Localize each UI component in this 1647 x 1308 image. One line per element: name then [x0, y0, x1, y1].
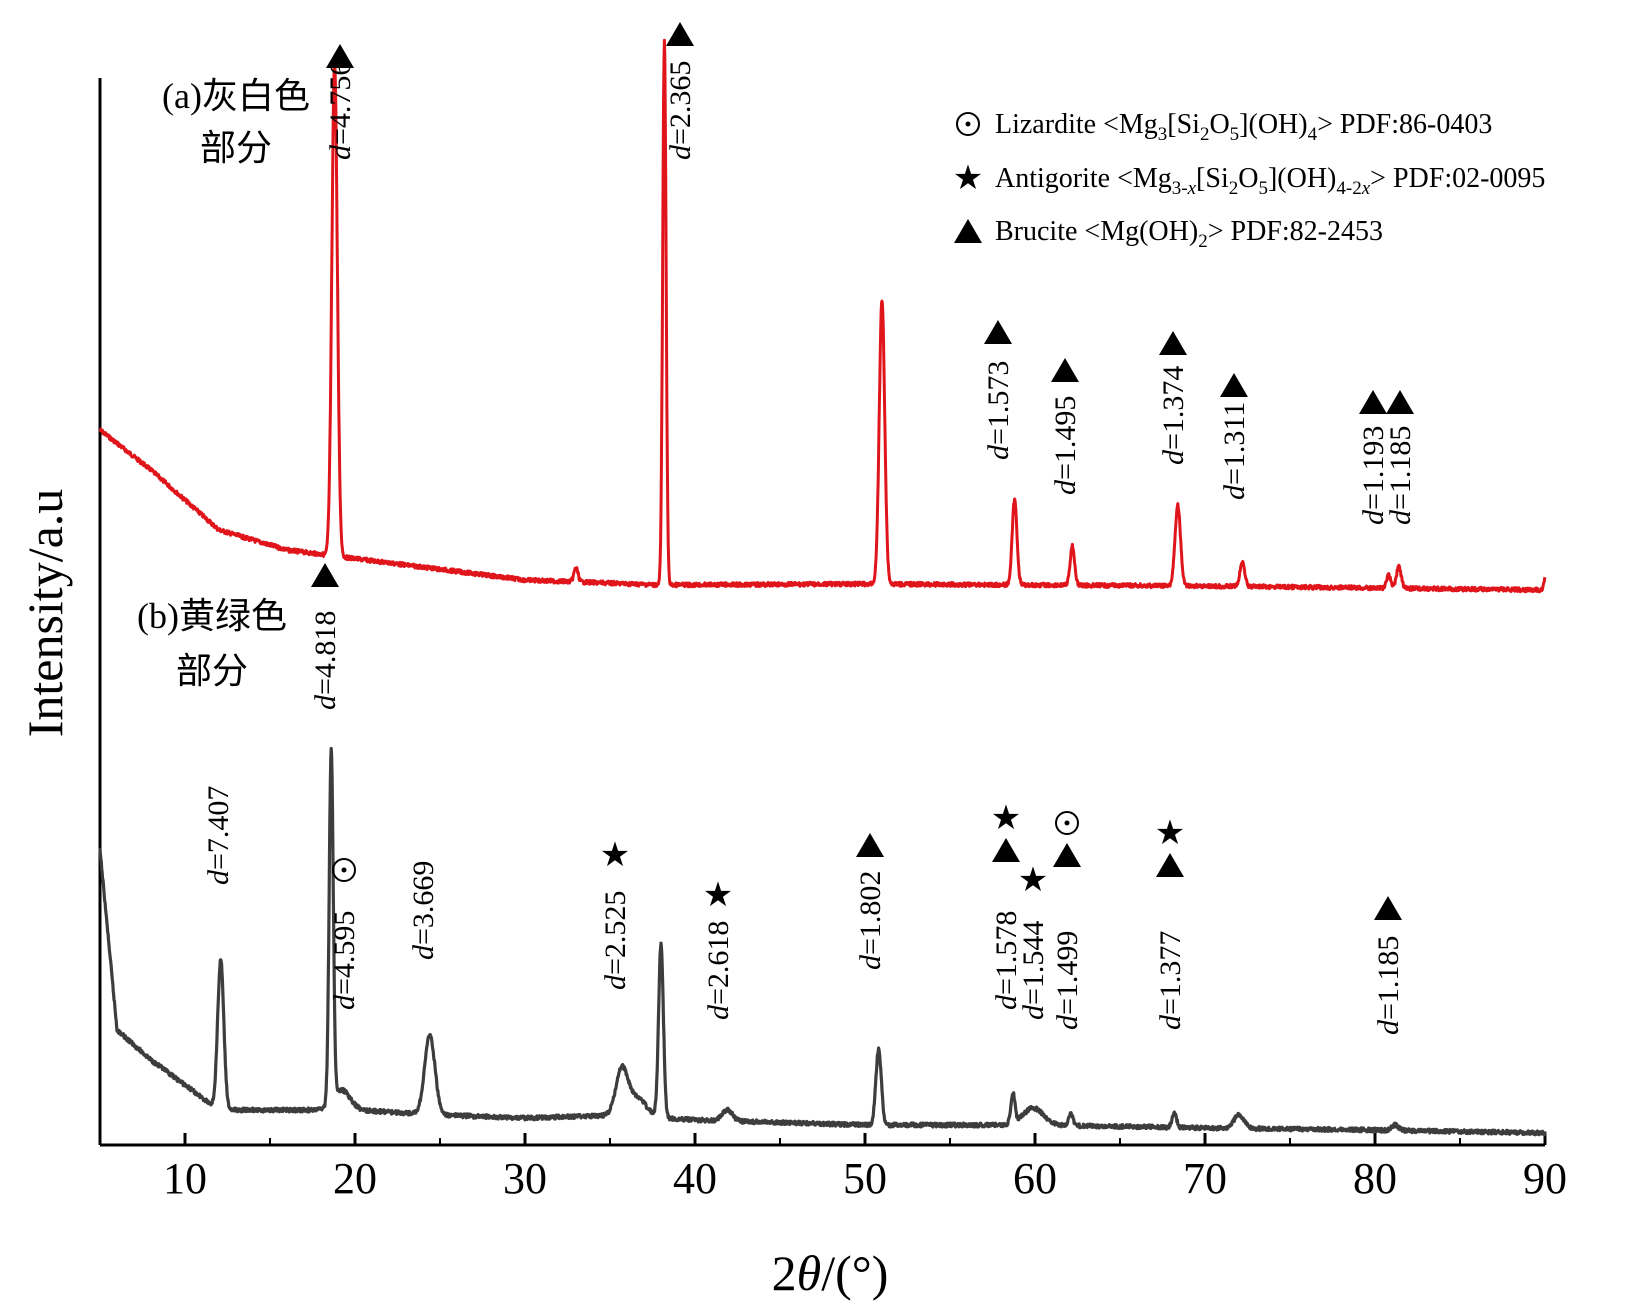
peak-annotation: d=1.578 ★	[990, 800, 1023, 1010]
peak-annotation: d=2.525 ★	[599, 837, 632, 990]
d-spacing-label: d=4.818	[309, 611, 342, 710]
peak-annotation: d=1.377 ★	[1154, 815, 1187, 1030]
lizardite-circle-icon	[332, 858, 356, 882]
y-axis-title: Intensity/a.u	[17, 489, 73, 738]
peak-annotation: d=1.544 ★	[1017, 862, 1050, 1020]
d-spacing-label: d=1.311	[1218, 402, 1251, 500]
d-spacing-label: d=2.365	[664, 61, 697, 160]
d-spacing-label: d=1.185	[1372, 936, 1405, 1035]
legend: Lizardite <Mg3[Si2O5](OH)4> PDF:86-0403 ★…	[953, 109, 1546, 252]
d-spacing-label: d=1.374	[1157, 366, 1190, 465]
d-spacing-label: d=1.193	[1357, 426, 1390, 525]
lizardite-dot-icon	[965, 121, 971, 127]
legend-label: Antigorite <Mg3-x[Si2O5](OH)4-2x> PDF:02…	[995, 163, 1545, 199]
peak-annotation: d=1.193	[1357, 390, 1390, 525]
antigorite-star-icon: ★	[600, 837, 630, 874]
antigorite-star-icon: ★	[953, 160, 983, 197]
peak-annotation: d=4.818	[309, 563, 342, 710]
brucite-triangle-icon	[1051, 358, 1079, 382]
legend-label: Brucite <Mg(OH)2> PDF:82-2453	[995, 216, 1383, 252]
brucite-triangle-icon	[1386, 390, 1414, 414]
peak-annotation: d=1.374	[1157, 331, 1190, 465]
antigorite-star-icon: ★	[703, 877, 733, 914]
peak-annotation: d=1.311	[1218, 373, 1251, 500]
brucite-triangle-icon	[1220, 373, 1248, 397]
x-tick-label: 80	[1353, 1154, 1397, 1203]
sample-label-b: (b)黄绿色	[137, 596, 287, 636]
d-spacing-label: d=1.802	[854, 871, 887, 970]
brucite-triangle-icon	[992, 838, 1020, 862]
d-spacing-label: d=1.185	[1384, 426, 1417, 525]
lizardite-circle-icon	[1055, 811, 1079, 835]
legend-entry: Brucite <Mg(OH)2> PDF:82-2453	[954, 216, 1383, 252]
lizardite-dot-icon	[341, 867, 347, 873]
d-spacing-label: d=1.495	[1049, 396, 1082, 495]
peak-annotation: d=4.756	[324, 44, 357, 160]
d-spacing-label: d=4.595	[328, 911, 361, 1010]
x-tick-label: 70	[1183, 1154, 1227, 1203]
legend-entry: Lizardite <Mg3[Si2O5](OH)4> PDF:86-0403	[956, 109, 1492, 145]
x-tick-label: 20	[333, 1154, 377, 1203]
sample-label-a: (a)灰白色	[162, 76, 310, 116]
brucite-triangle-icon	[1156, 853, 1184, 877]
peak-annotation: d=1.802	[854, 833, 887, 970]
brucite-triangle-icon	[326, 44, 354, 68]
peak-annotation: d=4.595	[328, 858, 361, 1010]
peak-annotation: d=1.185	[1372, 896, 1405, 1035]
series-b-line	[98, 746, 1547, 1137]
peak-annotation: d=1.573	[982, 320, 1015, 460]
legend-label: Lizardite <Mg3[Si2O5](OH)4> PDF:86-0403	[995, 109, 1492, 145]
sample-label-a-line2: 部分	[200, 128, 272, 168]
antigorite-star-icon: ★	[1018, 862, 1048, 899]
x-tick-label: 40	[673, 1154, 717, 1203]
x-tick-label: 60	[1013, 1154, 1057, 1203]
brucite-triangle-icon	[1053, 843, 1081, 867]
d-spacing-label: d=1.544	[1017, 921, 1050, 1020]
lizardite-circle-icon	[956, 112, 980, 136]
peak-annotation: d=2.618 ★	[702, 877, 735, 1020]
peak-annotation: d=1.185	[1384, 390, 1417, 525]
d-spacing-label: d=7.407	[202, 786, 235, 885]
peak-annotation: d=3.669	[407, 861, 440, 960]
d-spacing-label: d=2.618	[702, 921, 735, 1020]
brucite-triangle-icon	[311, 563, 339, 587]
peak-annotations: d=4.756 d=2.365 d=1.573 d=1.495 d=1.374 d=1.3…	[202, 22, 1417, 1035]
antigorite-star-icon: ★	[991, 800, 1021, 837]
d-spacing-label: d=1.578	[990, 911, 1023, 1010]
d-spacing-label: d=4.756	[324, 61, 357, 160]
d-spacing-label: d=1.377	[1154, 931, 1187, 1030]
lizardite-dot-icon	[1064, 820, 1070, 826]
peak-annotation: d=2.365	[664, 22, 697, 160]
brucite-triangle-icon	[954, 219, 982, 243]
peak-annotation: d=7.407	[202, 786, 235, 885]
d-spacing-label: d=2.525	[599, 891, 632, 990]
brucite-triangle-icon	[1159, 331, 1187, 355]
peak-annotation: d=1.499	[1051, 811, 1084, 1030]
d-spacing-label: d=1.499	[1051, 931, 1084, 1030]
brucite-triangle-icon	[1374, 896, 1402, 920]
brucite-triangle-icon	[1359, 390, 1387, 414]
x-tick-label: 50	[843, 1154, 887, 1203]
curves	[98, 38, 1547, 1137]
x-tick-label: 30	[503, 1154, 547, 1203]
brucite-triangle-icon	[666, 22, 694, 46]
brucite-triangle-icon	[984, 320, 1012, 344]
series-a-line	[98, 38, 1547, 594]
sample-label-b-line2: 部分	[176, 651, 248, 691]
brucite-triangle-icon	[856, 833, 884, 857]
legend-entry: ★ Antigorite <Mg3-x[Si2O5](OH)4-2x> PDF:0…	[953, 160, 1546, 199]
axes: 10 20 30 40 50 60 70 80 90	[98, 78, 1567, 1203]
antigorite-star-icon: ★	[1155, 815, 1185, 852]
d-spacing-label: d=1.573	[982, 361, 1015, 460]
x-axis-title: 2θ/(°)	[772, 1245, 889, 1301]
x-tick-label: 90	[1523, 1154, 1567, 1203]
x-tick-label: 10	[163, 1154, 207, 1203]
peak-annotation: d=1.495	[1049, 358, 1082, 495]
d-spacing-label: d=3.669	[407, 861, 440, 960]
